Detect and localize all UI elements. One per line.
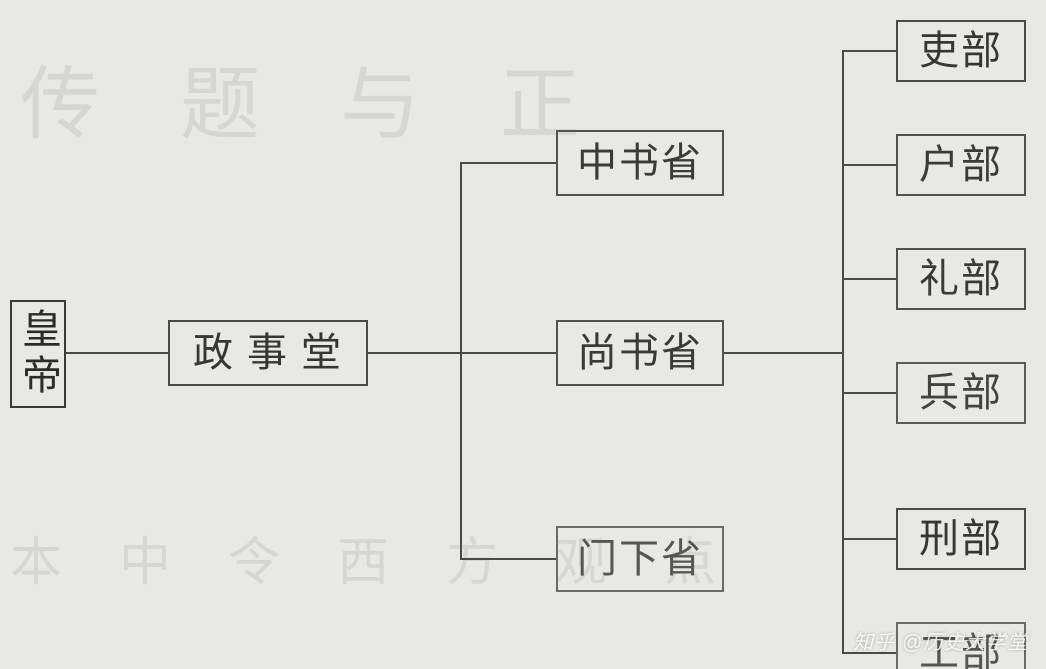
node-xingbu-label: 刑部 [919, 517, 1003, 561]
node-zst-label: 政 事 堂 [193, 331, 343, 375]
edge-branch-zhongshu [460, 162, 556, 164]
node-libu-label: 吏部 [919, 29, 1003, 73]
edge-zst-branch-h [368, 352, 460, 354]
ghost-text-top: 传 题 与 正 [20, 40, 610, 156]
node-xingbu: 刑部 [896, 508, 1026, 570]
node-libu: 吏部 [896, 20, 1026, 82]
edge-dept-libu [842, 50, 896, 52]
edge-dept-hubu [842, 164, 896, 166]
watermark-text: 知乎 @历史大学堂 [853, 626, 1028, 655]
node-bingbu: 兵部 [896, 362, 1026, 424]
node-shangshu: 尚书省 [556, 320, 724, 386]
node-emperor-label: 皇帝 [16, 308, 60, 400]
node-zhongshu-label: 中书省 [577, 141, 703, 185]
edge-dept-branch-v [842, 50, 844, 654]
edge-emperor-zst [66, 352, 168, 354]
node-menxia-label: 门下省 [577, 537, 703, 581]
edge-branch-menxia [460, 558, 556, 560]
node-menxia: 门下省 [556, 526, 724, 592]
edge-dept-libu2 [842, 278, 896, 280]
node-hubu: 户部 [896, 134, 1026, 196]
edge-branch-shangshu [460, 352, 556, 354]
node-hubu-label: 户部 [919, 143, 1003, 187]
node-zhengshitang: 政 事 堂 [168, 320, 368, 386]
node-libu2-label: 礼部 [919, 257, 1003, 301]
edge-dept-bingbu [842, 392, 896, 394]
edge-sheng-branch-v [460, 162, 462, 560]
node-emperor: 皇帝 [10, 300, 66, 408]
node-libu2: 礼部 [896, 248, 1026, 310]
node-shangshu-label: 尚书省 [577, 331, 703, 375]
org-chart-canvas: 传 题 与 正 本 中 令 西 方 观 点 皇帝 政 事 堂 中书省 尚书省 门… [0, 0, 1046, 669]
node-zhongshu: 中书省 [556, 130, 724, 196]
edge-shangshu-dept-h [724, 352, 842, 354]
node-bingbu-label: 兵部 [919, 371, 1003, 415]
edge-dept-xingbu [842, 538, 896, 540]
